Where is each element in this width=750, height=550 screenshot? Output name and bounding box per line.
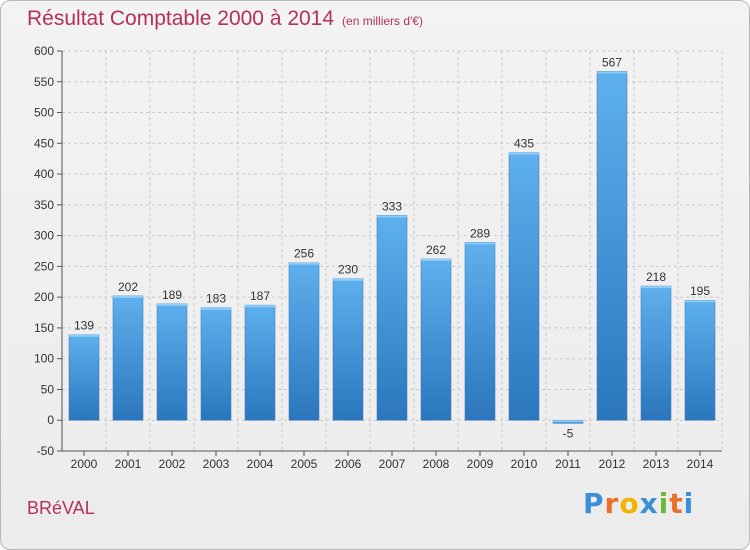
y-tick-label: 350 [34, 198, 54, 212]
bar [376, 215, 408, 421]
bar [200, 307, 232, 421]
chart-title: Résultat Comptable 2000 à 2014 (en millie… [27, 7, 423, 31]
bar-highlight [245, 305, 275, 308]
bar [288, 262, 320, 421]
x-tick-label: 2011 [555, 457, 581, 471]
y-tick-label: 50 [41, 382, 55, 396]
bar-highlight [509, 152, 539, 155]
data-label: 435 [514, 137, 534, 151]
x-tick-label: 2000 [71, 457, 98, 471]
x-tick-label: 2003 [203, 457, 230, 471]
y-tick-label: 300 [34, 229, 54, 243]
bar-highlight [465, 242, 495, 245]
logo-letter: P [583, 487, 605, 520]
bar-highlight [157, 303, 187, 306]
bar [420, 258, 452, 421]
bar [332, 278, 364, 421]
y-tick-label: 200 [34, 290, 54, 304]
bar [112, 295, 144, 421]
logo-letter: x [639, 487, 659, 520]
bar-highlight [333, 278, 363, 281]
bar [156, 303, 188, 421]
data-label: 183 [206, 292, 226, 306]
commune-name: BRéVAL [27, 498, 95, 518]
x-tick-label: 2002 [159, 457, 186, 471]
logo-letter: t [669, 487, 684, 520]
y-tick-label: 0 [47, 413, 54, 427]
data-label: 189 [162, 288, 182, 302]
bar [640, 285, 672, 421]
bar-highlight [69, 334, 99, 337]
y-tick-label: 250 [34, 259, 54, 273]
bar-highlight [597, 71, 627, 74]
bars [68, 71, 716, 424]
y-tick-label: 400 [34, 167, 54, 181]
y-tick-label: 550 [34, 75, 54, 89]
bar-highlight [377, 215, 407, 218]
data-label: 567 [602, 55, 622, 69]
y-tick-label: 500 [34, 106, 54, 120]
bar [684, 299, 716, 421]
axes: -50 0 50 100 150 200 250 300 350 400 450 500 550 600 2… [34, 44, 722, 471]
y-tick-label: 450 [34, 136, 54, 150]
data-label: 230 [338, 263, 358, 277]
x-tick-label: 2013 [643, 457, 670, 471]
bar [464, 242, 496, 421]
bar-highlight [113, 295, 143, 298]
chart-subtitle: (en milliers d'€) [342, 14, 424, 28]
x-tick-label: 2006 [335, 457, 362, 471]
data-label: 202 [118, 280, 138, 294]
data-label: 256 [294, 247, 314, 261]
y-tick-label: -50 [37, 444, 55, 458]
y-tick-label: 100 [34, 352, 54, 366]
data-label: 187 [250, 289, 270, 303]
x-tick-label: 2005 [291, 457, 318, 471]
bar [244, 304, 276, 421]
data-label: 262 [426, 243, 446, 257]
bar-highlight [289, 262, 319, 265]
data-label: 195 [690, 284, 710, 298]
logo-letter: i [658, 487, 670, 520]
x-tick-label: 2010 [511, 457, 538, 471]
logo-letter: o [619, 487, 640, 520]
bar-highlight [641, 286, 671, 289]
bar-highlight [421, 259, 451, 261]
proxiti-logo: Proxiti [583, 487, 694, 520]
x-tick-label: 2007 [379, 457, 406, 471]
bar [68, 334, 100, 421]
logo-letter: r [604, 487, 620, 520]
x-tick-label: 2001 [115, 457, 142, 471]
x-tick-label: 2004 [247, 457, 274, 471]
logo-letter: i [683, 487, 695, 520]
bar-highlight [685, 300, 715, 303]
chart-title-text: Résultat Comptable 2000 à 2014 [27, 7, 335, 30]
y-tick-label: 150 [34, 321, 54, 335]
x-tick-label: 2009 [467, 457, 494, 471]
data-label: 333 [382, 199, 402, 213]
y-tick-label: 600 [34, 44, 54, 58]
x-tick-label: 2014 [687, 457, 714, 471]
data-labels: 139 202 189 183 187 256 230 333 262 289 435 -5 567 21… [74, 55, 710, 440]
bar-highlight [201, 307, 231, 310]
bar-highlight [553, 420, 583, 423]
x-tick-label: 2008 [423, 457, 450, 471]
data-label: 218 [646, 270, 666, 284]
data-label: 139 [74, 319, 94, 333]
x-tick-label: 2012 [599, 457, 626, 471]
bar [508, 152, 540, 421]
bar [596, 71, 628, 421]
data-label: 289 [470, 226, 490, 240]
data-label: -5 [563, 426, 574, 440]
